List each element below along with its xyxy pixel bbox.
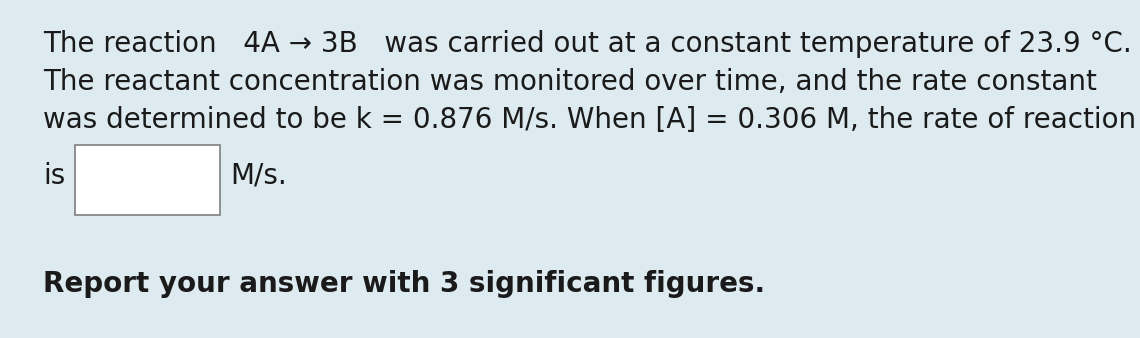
FancyBboxPatch shape: [75, 145, 220, 215]
Text: The reactant concentration was monitored over time, and the rate constant: The reactant concentration was monitored…: [43, 68, 1097, 96]
Text: Report your answer with 3 significant figures.: Report your answer with 3 significant fi…: [43, 270, 765, 298]
Text: was determined to be k = 0.876 M/s. When [A] = 0.306 M, the rate of reaction: was determined to be k = 0.876 M/s. When…: [43, 106, 1137, 134]
Text: is: is: [43, 162, 65, 190]
Text: The reaction   4A → 3B   was carried out at a constant temperature of 23.9 °C.: The reaction 4A → 3B was carried out at …: [43, 30, 1132, 58]
Text: M/s.: M/s.: [230, 162, 287, 190]
